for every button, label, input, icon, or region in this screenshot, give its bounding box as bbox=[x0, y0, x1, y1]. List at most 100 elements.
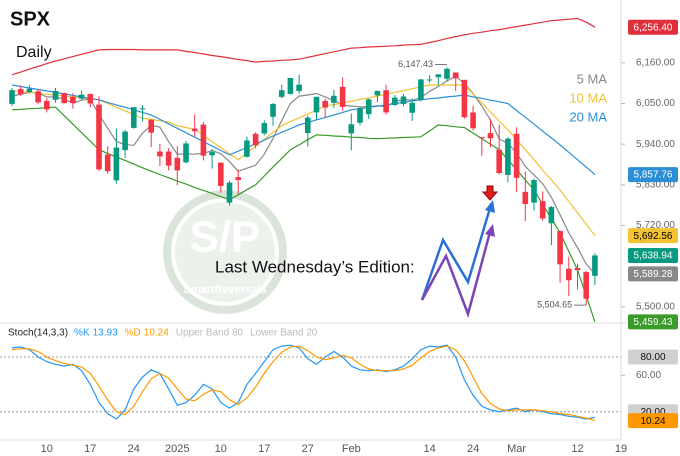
chart-subtitle: Daily bbox=[16, 44, 52, 61]
watermark: S/P SmartReversals bbox=[163, 190, 287, 314]
candle-body bbox=[583, 272, 589, 299]
candle-body bbox=[444, 68, 450, 79]
candle-body bbox=[244, 140, 250, 157]
candle-body bbox=[470, 112, 476, 129]
y-tick-label: 5,830.00 bbox=[636, 179, 675, 190]
candle-body bbox=[322, 100, 328, 108]
candle-body bbox=[9, 90, 15, 104]
stoch-legend-value: 13.93 bbox=[93, 328, 118, 339]
candle-body bbox=[226, 182, 233, 203]
stoch-line bbox=[11, 344, 596, 420]
ma-last-label-bg bbox=[628, 266, 678, 282]
x-tick-label: 10 bbox=[41, 443, 53, 455]
y-tick-label: 5,500.00 bbox=[636, 301, 675, 312]
candle-body bbox=[513, 133, 520, 178]
x-tick-label: 12 bbox=[571, 443, 583, 455]
bollinger-band bbox=[11, 106, 596, 322]
candle-body bbox=[261, 123, 268, 134]
candle-body bbox=[270, 103, 276, 117]
candle-body bbox=[522, 191, 529, 205]
band-last-label: 5,459.43 bbox=[634, 317, 673, 328]
moving-average bbox=[11, 75, 596, 275]
candle-body bbox=[574, 268, 581, 271]
candle-body bbox=[252, 133, 259, 146]
watermark-ring bbox=[163, 190, 287, 314]
edition-arrows bbox=[420, 185, 499, 319]
candle-body bbox=[278, 90, 285, 97]
blue-zigzag bbox=[420, 207, 492, 301]
y-tick-label: 5,940.00 bbox=[636, 139, 675, 150]
plot bbox=[9, 17, 598, 322]
candle-body bbox=[287, 78, 294, 94]
chart-title: SPX bbox=[10, 8, 51, 30]
ma-last-label: 5,589.28 bbox=[634, 269, 673, 280]
candle-body bbox=[191, 128, 198, 132]
candle-body bbox=[44, 100, 50, 110]
high-label: 6,147.43 bbox=[398, 59, 433, 69]
stoch-title: Stoch(14,3,3) bbox=[8, 328, 68, 339]
candle-body bbox=[139, 108, 146, 110]
candle-body bbox=[183, 143, 189, 163]
x-tick-label: 2025 bbox=[165, 443, 189, 455]
candle-body bbox=[557, 231, 563, 265]
stoch-line bbox=[11, 345, 596, 422]
candle-body bbox=[209, 151, 215, 156]
x-tick-label: 17 bbox=[84, 443, 96, 455]
watermark-disc bbox=[175, 202, 275, 302]
candle-body bbox=[592, 255, 598, 276]
candle-body bbox=[348, 124, 355, 134]
band-last-label-bg bbox=[628, 314, 678, 330]
ma-last-label: 5,692.56 bbox=[634, 231, 673, 242]
bollinger-band bbox=[11, 17, 596, 76]
stoch-band-label: 80.00 bbox=[640, 352, 665, 363]
watermark-text: SmartReversals bbox=[183, 284, 266, 296]
stoch-band-label: 20.00 bbox=[640, 407, 665, 418]
x-tick-label: 19 bbox=[615, 443, 627, 455]
stoch-legend-value: 10.24 bbox=[144, 328, 169, 339]
band-last-label-bg bbox=[628, 19, 678, 35]
close-last-label-bg bbox=[628, 247, 678, 263]
legend-item: 5 MA bbox=[577, 71, 608, 86]
ma-last-label-bg bbox=[628, 228, 678, 244]
candle-body bbox=[305, 117, 311, 134]
candle-body bbox=[148, 119, 154, 133]
candle-body bbox=[548, 207, 555, 224]
candle-body bbox=[426, 79, 433, 81]
x-tick-label: 24 bbox=[467, 443, 479, 455]
candle-body bbox=[505, 138, 511, 175]
x-tick-label: 10 bbox=[215, 443, 227, 455]
candle-body bbox=[96, 104, 102, 170]
candle-body bbox=[400, 96, 407, 104]
x-tick-label: Feb bbox=[342, 443, 361, 455]
candle-body bbox=[374, 90, 381, 96]
candle-body bbox=[35, 91, 41, 103]
candle-body bbox=[365, 99, 372, 115]
candle-body bbox=[313, 96, 320, 113]
annotation: Last Wednesday’s Edition: bbox=[215, 257, 415, 276]
stoch-y-tick-label: 60.00 bbox=[636, 370, 661, 381]
candle-body bbox=[157, 151, 163, 157]
candle-body bbox=[331, 95, 337, 103]
stoch-d-label-bg bbox=[628, 413, 678, 429]
y-tick-label: 5,720.00 bbox=[636, 220, 675, 231]
stoch-d-label: 10.24 bbox=[640, 416, 665, 427]
candle-body bbox=[435, 74, 442, 78]
stoch-legend-name: %D bbox=[125, 328, 141, 339]
ma-last-label-bg bbox=[628, 167, 678, 183]
blue-arrowhead bbox=[485, 200, 495, 213]
stoch-band-name: Upper Band 80 bbox=[176, 328, 244, 339]
close-last-label: 5,638.94 bbox=[634, 251, 673, 262]
candle-body bbox=[218, 162, 224, 186]
candle-body bbox=[531, 180, 537, 203]
candle-body bbox=[52, 90, 59, 100]
candle-body bbox=[174, 157, 181, 171]
purple-arrowhead bbox=[485, 224, 495, 237]
candle-body bbox=[566, 268, 572, 281]
x-tick-label: 17 bbox=[258, 443, 270, 455]
candle-body bbox=[496, 149, 502, 174]
watermark-logo: S/P bbox=[190, 213, 261, 262]
candle-body bbox=[357, 107, 363, 123]
stoch-band-label-bg bbox=[628, 349, 678, 365]
candle-body bbox=[78, 94, 85, 99]
candle-body bbox=[122, 131, 128, 151]
